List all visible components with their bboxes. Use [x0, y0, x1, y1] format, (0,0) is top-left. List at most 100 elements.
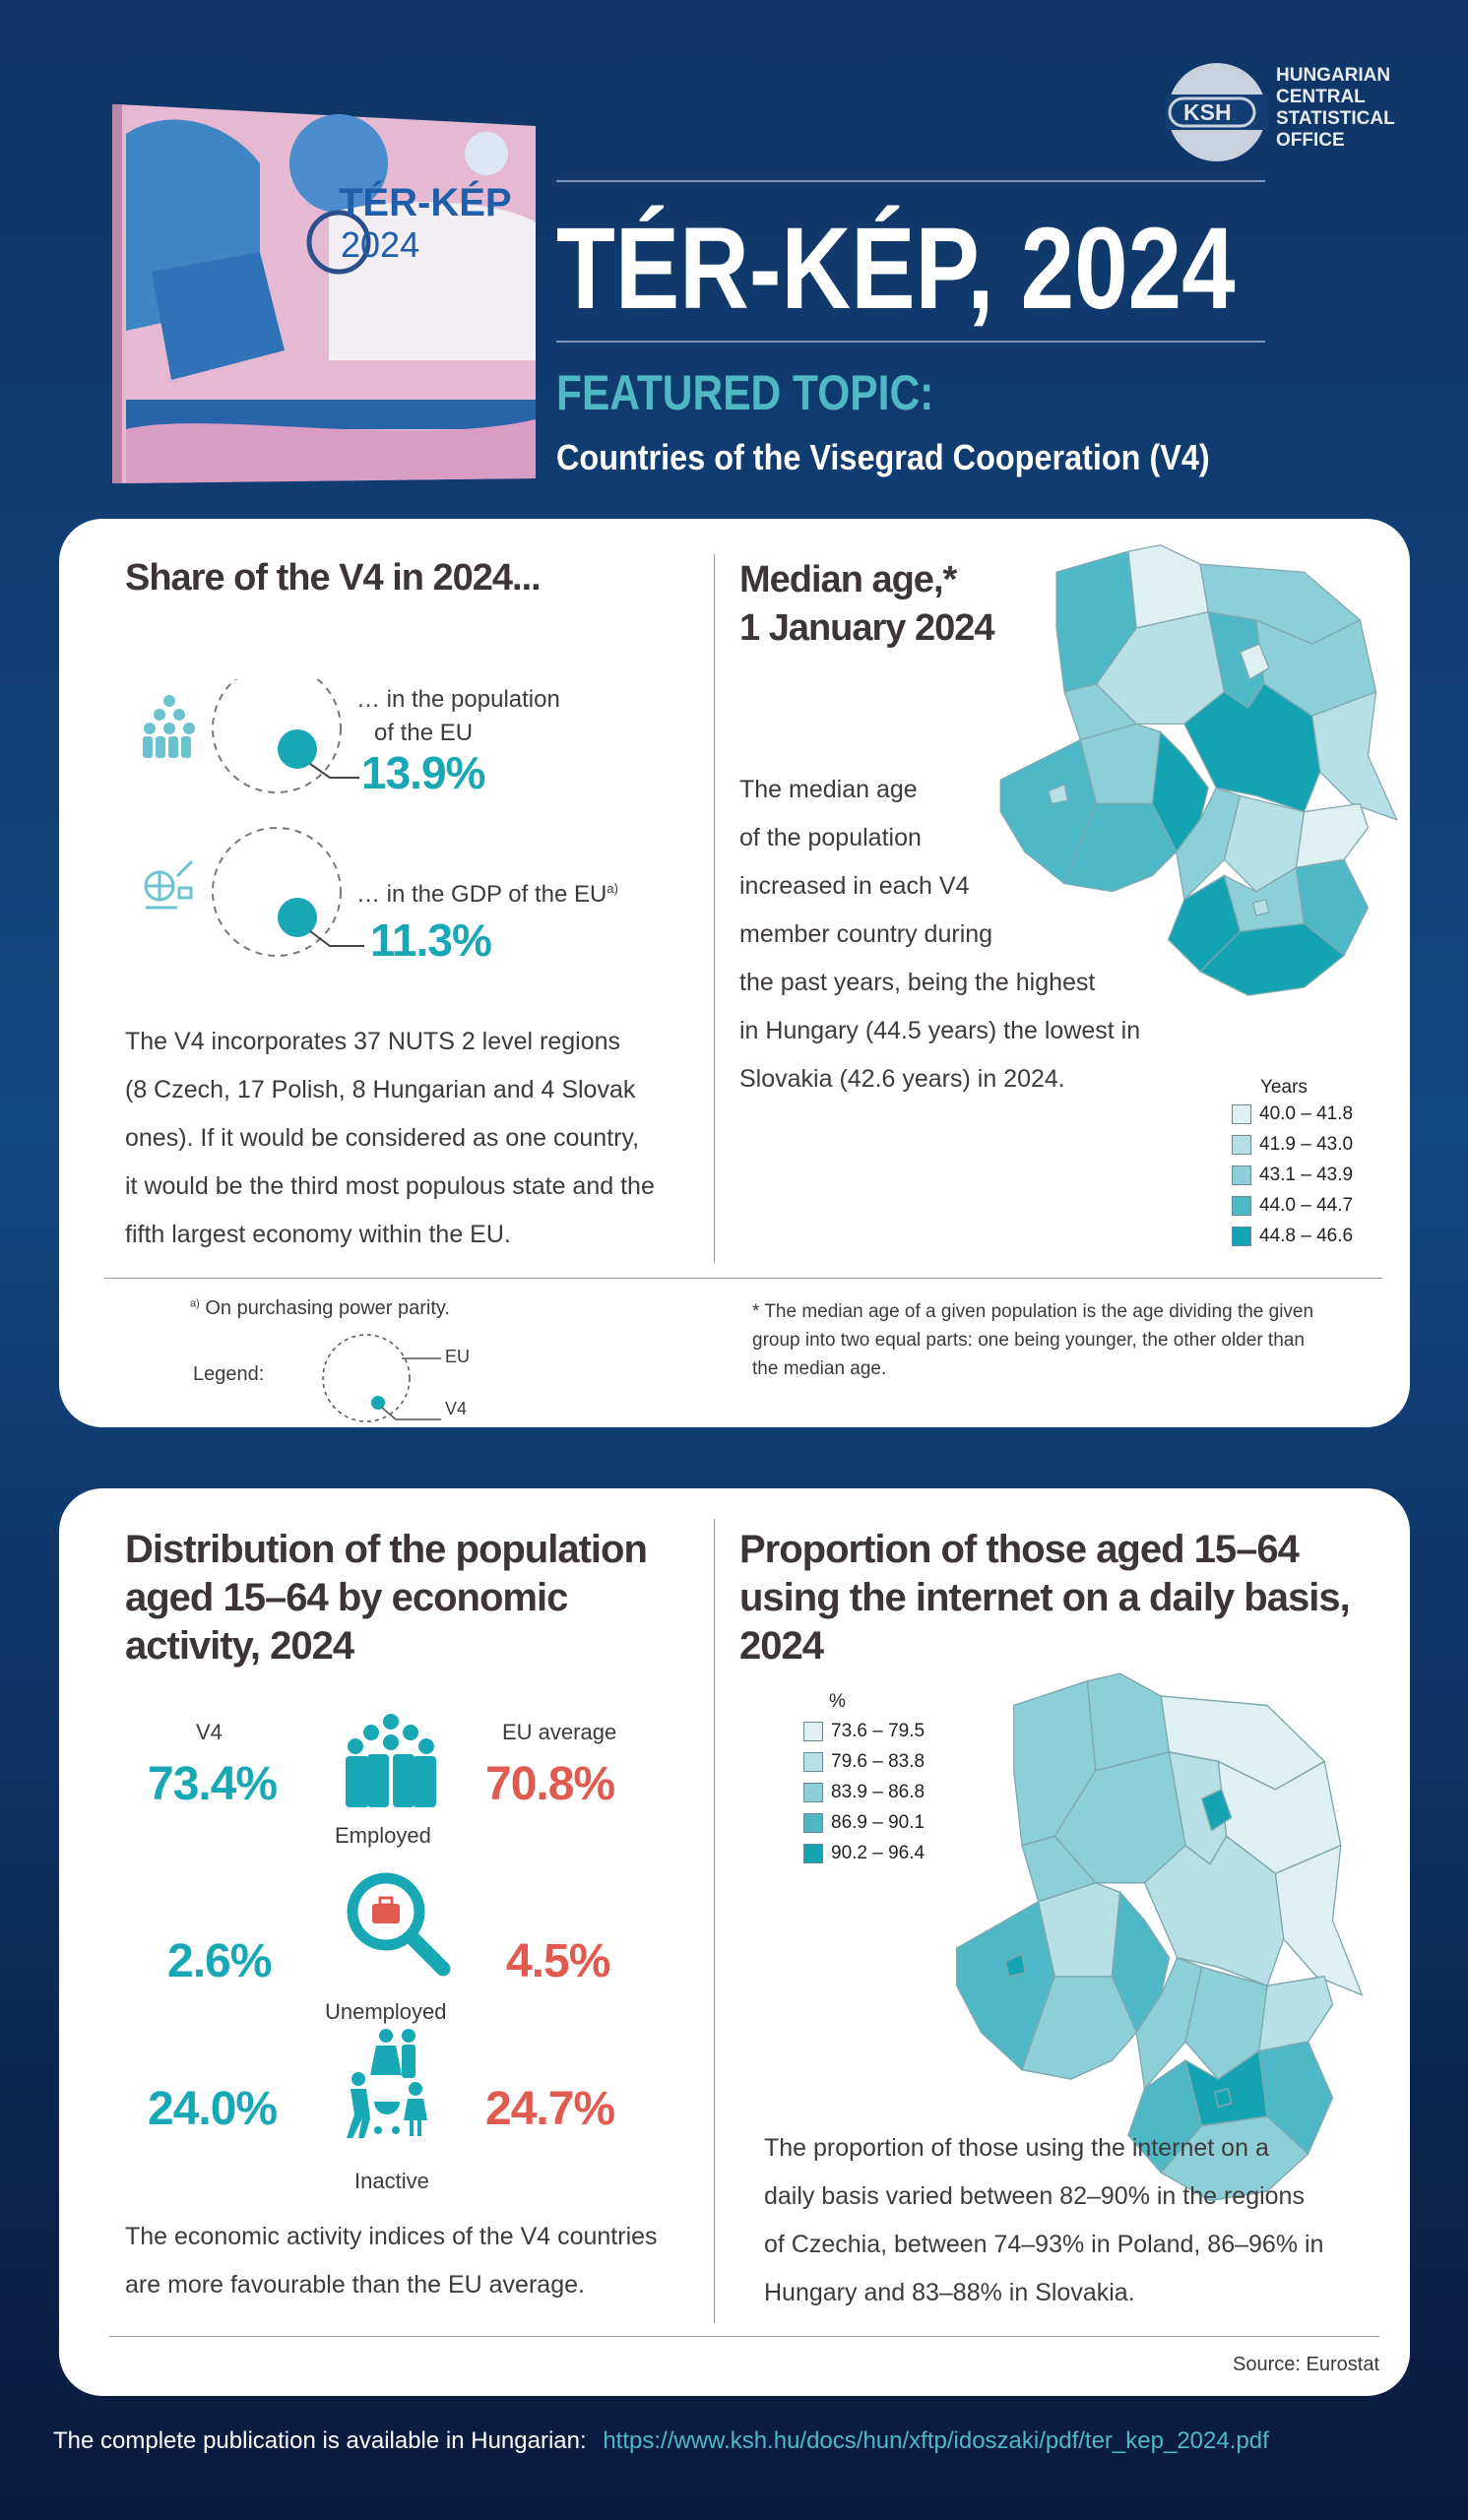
map-region-pl-se — [1310, 690, 1398, 821]
paragraph-line: (8 Czech, 17 Polish, 8 Hungarian and 4 S… — [125, 1076, 636, 1103]
activity-paragraph: The economic activity indices of the V4 … — [125, 2213, 658, 2309]
heading-line: Proportion of those aged 15–64 — [739, 1528, 1300, 1571]
paragraph-line: it would be the third most populous stat… — [125, 1172, 655, 1200]
v4-gdp-circle — [278, 898, 317, 937]
population-label-line: … in the population — [356, 686, 560, 713]
footnote-text: On purchasing power parity. — [205, 1297, 450, 1319]
map-region-pl-waw — [1239, 643, 1270, 680]
paragraph-line: increased in each V4 — [739, 872, 970, 900]
map-region-hu-bud — [1214, 2087, 1233, 2109]
legend-swatch — [1232, 1135, 1251, 1155]
heading-line: aged 15–64 by economic — [125, 1576, 568, 1619]
gdp-share-value: 11.3% — [370, 914, 492, 966]
employed-eu-value: 70.8% — [485, 1758, 615, 1810]
paragraph-line: The median age — [739, 776, 918, 803]
unemployed-v4-value: 2.6% — [167, 1935, 272, 1987]
legend-label: 79.6 – 83.8 — [831, 1751, 925, 1772]
card2-vertical-divider — [714, 1519, 715, 2323]
ksh-logo-line: CENTRAL — [1276, 87, 1366, 107]
eu-column-label: EU average — [502, 1720, 617, 1744]
median-legend-title: Years — [1260, 1077, 1308, 1098]
featured-topic: Countries of the Visegrad Cooperation (V… — [556, 437, 1210, 477]
legend-label: 83.9 – 86.8 — [831, 1782, 925, 1802]
ppp-footnote: a) On purchasing power parity. — [190, 1297, 450, 1320]
gdp-label-text: … in the GDP of the EU — [356, 881, 607, 908]
share-paragraph: The V4 incorporates 37 NUTS 2 level regi… — [125, 1018, 655, 1259]
card1-vertical-divider — [714, 554, 715, 1263]
legend-swatch — [803, 1752, 823, 1772]
ksh-logo-mark — [1166, 63, 1268, 161]
header-rule-top — [556, 180, 1265, 182]
map-region-pl-se — [1274, 1844, 1364, 1997]
internet-paragraph: The proportion of those using the intern… — [764, 2124, 1323, 2317]
gdp-footnote-mark: a) — [606, 881, 618, 896]
legend-swatch — [1232, 1227, 1251, 1246]
legend-label: 90.2 – 96.4 — [831, 1843, 925, 1863]
legend-item: 40.0 – 41.8 — [1232, 1103, 1353, 1125]
legend-label: 44.8 – 46.6 — [1259, 1226, 1354, 1246]
legend-item: 83.9 – 86.8 — [803, 1782, 925, 1803]
paragraph-line: The V4 incorporates 37 NUTS 2 level regi… — [125, 1028, 621, 1055]
paragraph-line: The economic activity indices of the V4 … — [125, 2223, 658, 2250]
inactive-eu-value: 24.7% — [485, 2083, 615, 2135]
legend-eu-label: EU — [445, 1347, 471, 1366]
population-label: … in the population of the EU — [356, 683, 560, 750]
paragraph-line: ones). If it would be considered as one … — [125, 1124, 640, 1152]
header-rule-bottom — [556, 341, 1265, 343]
map-region-hu-s — [1198, 922, 1346, 996]
legend-label: 73.6 – 79.5 — [831, 1721, 925, 1741]
paragraph-line: of the population — [739, 824, 922, 851]
legend-item: 73.6 – 79.5 — [803, 1721, 925, 1742]
map-region-cz-prg — [1004, 1952, 1027, 1978]
legend-label: 86.9 – 90.1 — [831, 1812, 925, 1833]
paragraph-line: member country during — [739, 920, 993, 948]
legend-swatch — [803, 1813, 823, 1833]
book-cover-year: 2024 — [341, 224, 420, 265]
people-group-icon — [143, 695, 195, 758]
paragraph-line: The proportion of those using the intern… — [764, 2134, 1269, 2162]
legend-item: 41.9 – 43.0 — [1232, 1134, 1353, 1156]
median-footnote: * The median age of a given population i… — [752, 1297, 1313, 1383]
legend-label: Legend: — [193, 1363, 265, 1385]
footnote-line: the median age. — [752, 1358, 887, 1379]
legend-item: 44.8 – 46.6 — [1232, 1226, 1353, 1247]
legend-swatch — [1232, 1104, 1251, 1124]
legend-label: 43.1 – 43.9 — [1259, 1165, 1354, 1185]
inactive-v4-value: 24.0% — [148, 2083, 278, 2135]
legend-item: 79.6 – 83.8 — [803, 1751, 925, 1773]
footer: The complete publication is available in… — [53, 2427, 1269, 2455]
paragraph-line: in Hungary (44.5 years) the lowest in — [739, 1017, 1141, 1044]
internet-use-map — [955, 1672, 1364, 2202]
paragraph-line: the past years, being the highest — [739, 969, 1096, 996]
legend-swatch — [1232, 1166, 1251, 1185]
median-heading-line: Median age,* — [739, 559, 957, 600]
book-cover-illustration — [112, 104, 536, 483]
median-paragraph: The median age of the population increas… — [739, 766, 1140, 1103]
internet-heading: Proportion of those aged 15–64 using the… — [739, 1526, 1351, 1670]
footnote-line: group into two equal parts: one being yo… — [752, 1330, 1305, 1351]
internet-legend-title: % — [829, 1691, 846, 1712]
heading-line: Distribution of the population — [125, 1528, 648, 1571]
footer-text: The complete publication is available in… — [53, 2427, 587, 2454]
unemployed-label: Unemployed — [325, 1999, 447, 2024]
paragraph-line: fifth largest economy within the EU. — [125, 1221, 511, 1248]
map-region-sk-e — [1295, 802, 1370, 869]
publication-link[interactable]: https://www.ksh.hu/docs/hun/xftp/idoszak… — [603, 2427, 1269, 2454]
paragraph-line: Slovakia (42.6 years) in 2024. — [739, 1065, 1065, 1093]
eu-population-circle — [212, 679, 342, 793]
legend-label: 41.9 – 43.0 — [1259, 1134, 1354, 1155]
legend-item: 44.0 – 44.7 — [1232, 1195, 1353, 1217]
legend-swatch — [1232, 1196, 1251, 1216]
median-age-map — [999, 543, 1398, 996]
footnote-line: * The median age of a given population i… — [752, 1301, 1314, 1322]
map-region-cz-s — [1021, 1975, 1138, 2080]
heading-line: activity, 2024 — [125, 1624, 354, 1668]
employed-label: Employed — [335, 1823, 431, 1848]
card1-horizontal-divider — [104, 1278, 1382, 1279]
book-cover-title: TÉR-KÉP — [339, 181, 512, 224]
paragraph-line: daily basis varied between 82–90% in the… — [764, 2182, 1305, 2210]
ksh-logo-abbr: KSH — [1183, 99, 1232, 125]
v4-column-label: V4 — [196, 1720, 223, 1744]
map-region-pl-s — [1143, 1835, 1285, 1987]
population-share-value: 13.9% — [361, 747, 485, 798]
